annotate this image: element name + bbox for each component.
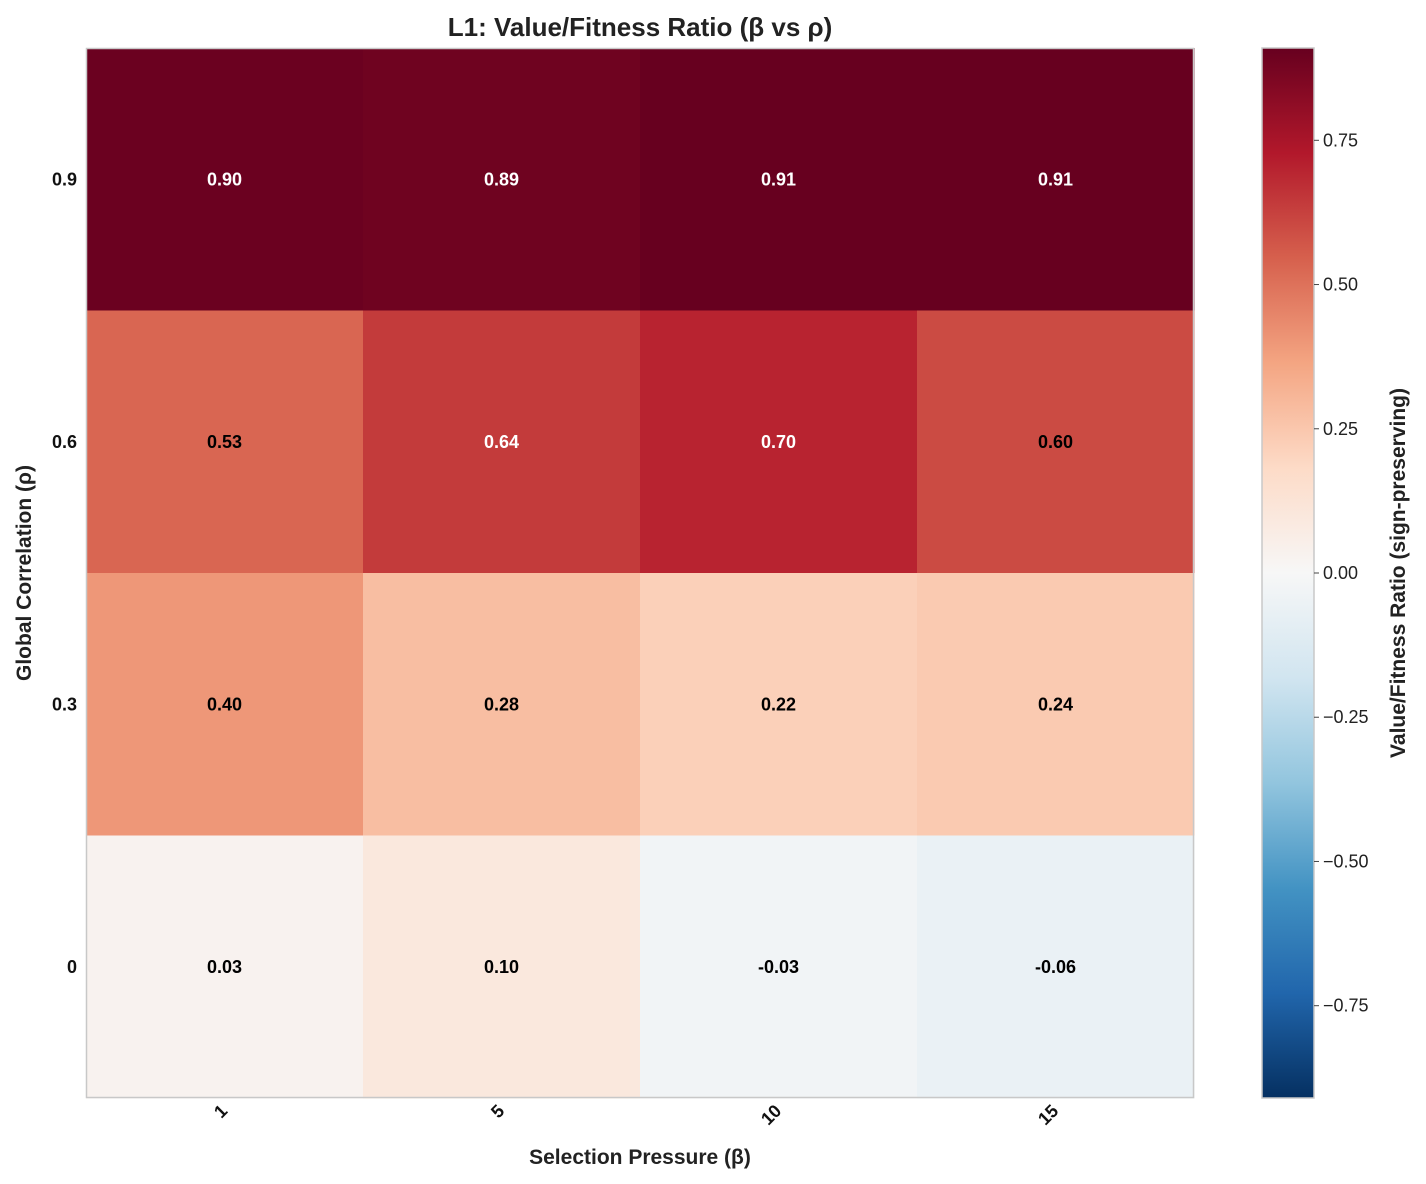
y-tick-labels: 0.9 0.6 0.3 0 (52, 169, 77, 977)
cell-value-label: 0.91 (761, 169, 796, 189)
x-tick-label: 15 (1034, 1101, 1062, 1129)
colorbar-ticks: −0.75 −0.50 −0.25 0.00 0.25 0.50 0.75 (1314, 130, 1369, 1016)
heatmap-cell (363, 835, 641, 1099)
heatmap-cell (640, 48, 918, 311)
cell-value-label: -0.03 (758, 957, 799, 977)
cell-value-label: -0.06 (1035, 957, 1076, 977)
x-tick-labels: 1 5 10 15 (210, 1101, 1062, 1129)
cell-value-label: 0.53 (207, 432, 242, 452)
heatmap-cell (917, 573, 1195, 836)
cell-value-label: 0.24 (1038, 694, 1073, 714)
colorbar-tick-label: 0.25 (1323, 419, 1358, 439)
heatmap-cell (917, 48, 1195, 311)
colorbar-tick-label: 0.75 (1323, 130, 1358, 150)
cell-value-label: 0.10 (484, 957, 519, 977)
cell-value-label: 0.28 (484, 694, 519, 714)
x-tick-label: 1 (210, 1101, 231, 1122)
colorbar-tick-label: −0.50 (1323, 851, 1369, 871)
cell-value-label: 0.22 (761, 694, 796, 714)
heatmap-cell (917, 310, 1195, 574)
cell-value-label: 0.91 (1038, 169, 1073, 189)
cell-value-label: 0.90 (207, 169, 242, 189)
x-tick-label: 5 (487, 1101, 508, 1122)
heatmap-cell (86, 573, 364, 836)
heatmap-cell (86, 48, 364, 311)
colorbar-tick-label: −0.75 (1323, 996, 1369, 1016)
heatmap-cell (86, 310, 364, 574)
heatmap-cell (86, 835, 364, 1099)
y-axis-label: Global Correlation (ρ) (13, 465, 36, 681)
cell-value-label: 0.70 (761, 432, 796, 452)
heatmap-cell (363, 48, 641, 311)
cell-value-label: 0.60 (1038, 432, 1073, 452)
cell-value-label: 0.89 (484, 169, 519, 189)
plot-frame (85, 47, 1195, 1099)
y-tick-label: 0.3 (52, 694, 77, 714)
colorbar-tick-label: −0.25 (1323, 707, 1369, 727)
y-tick-label: 0 (67, 957, 77, 977)
colorbar (1261, 47, 1315, 1099)
heatmap-cell (363, 310, 641, 574)
heatmap-cell (917, 835, 1195, 1099)
x-axis-label: Selection Pressure (β) (529, 1146, 751, 1169)
y-tick-label: 0.9 (52, 169, 77, 189)
y-tick-label: 0.6 (52, 432, 77, 452)
x-tick-label: 10 (757, 1101, 785, 1129)
heatmap-cell (640, 573, 918, 836)
chart-title: L1: Value/Fitness Ratio (β vs ρ) (448, 12, 833, 42)
colorbar-label: Value/Fitness Ratio (sign-preserving) (1387, 388, 1410, 758)
heatmap-cell (640, 310, 918, 574)
colorbar-tick-label: 0.50 (1323, 275, 1358, 295)
heatmap-cell (640, 835, 918, 1099)
cell-value-label: 0.03 (207, 957, 242, 977)
heatmap-cell (363, 573, 641, 836)
heatmap-cell-labels: 0.90 0.89 0.91 0.91 0.53 0.64 0.70 0.60 0.40 0.28… (207, 169, 1076, 977)
cell-value-label: 0.64 (484, 432, 519, 452)
heatmap-cells (86, 48, 1195, 1099)
colorbar-tick-label: 0.00 (1323, 563, 1358, 583)
cell-value-label: 0.40 (207, 694, 242, 714)
